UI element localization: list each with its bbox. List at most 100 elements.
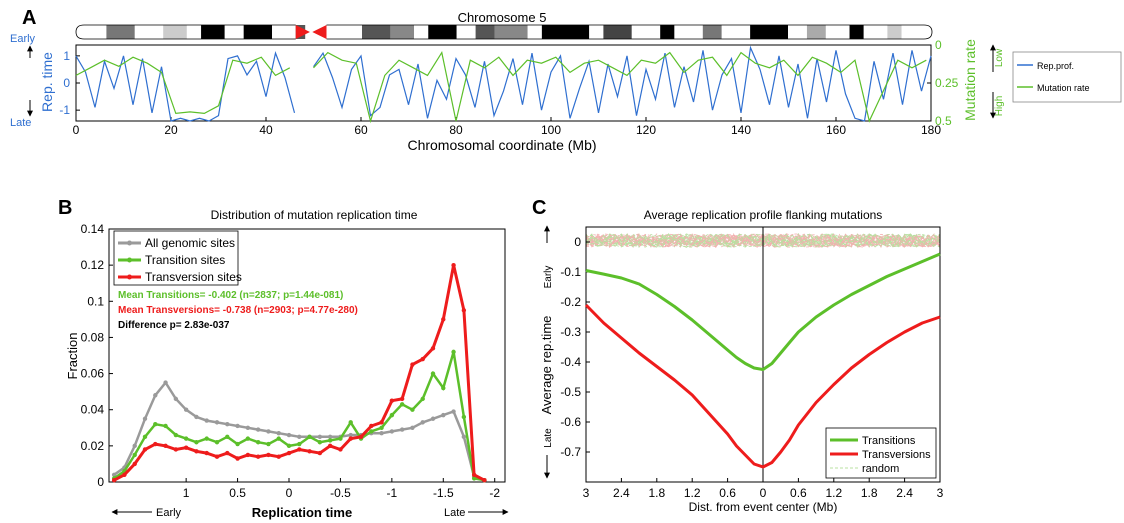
legend-marker-transition-sites [127,257,132,263]
point-transition-sites [235,441,240,447]
point-transversion-sites [132,461,137,467]
b-x-tick-label: -1 [387,486,398,500]
point-all-genomic-sites [327,434,333,440]
chromosome-band [527,25,542,39]
point-all-genomic-sites [235,423,240,429]
panel-b-xlabel: Replication time [252,505,352,520]
point-transition-sites [410,407,415,412]
panel-b-legend: All genomic sites Transition sites Transve… [113,230,242,286]
c-x-tick-label: 2.4 [613,486,630,500]
centromere-right [312,25,327,39]
y-tick-label--1: -1 [59,103,70,117]
point-transition-sites [451,349,456,355]
point-all-genomic-sites [276,431,281,436]
point-transition-sites [471,476,477,481]
point-transversion-sites [142,447,148,452]
point-all-genomic-sites [142,416,148,421]
b-x-tick-label: -2 [489,486,500,500]
c-x-tick-label: 3 [583,486,590,500]
point-all-genomic-sites [214,420,220,425]
point-transition-sites [255,440,261,445]
b-x-tick-label: 1 [183,486,190,500]
legend-box [1012,51,1122,103]
chromosome-band [887,25,902,39]
c-x-tick-label: 2.4 [896,486,913,500]
series-all-genomic-sites [111,380,487,483]
point-all-genomic-sites [255,427,261,432]
point-transition-sites [297,441,302,447]
point-transition-sites [132,452,137,458]
chromosome-band [243,25,273,39]
b-x-tick-label: 0 [286,486,293,500]
high-label: High [994,96,1005,117]
chromosome-band [390,25,415,39]
x-tick-label-160: 160 [826,123,846,137]
chromosome-band [825,25,850,39]
random-line [585,232,941,248]
point-transversion-sites [173,447,179,452]
panel-a: A Chromosome 5 Early Late Rep. time Muta… [10,7,1122,153]
point-all-genomic-sites [441,412,446,418]
c-x-tick-label: 0 [760,486,767,500]
c-y-tick-label: -0.1 [560,265,581,279]
b-x-tick-label: -0.5 [330,486,351,500]
point-all-genomic-sites [430,416,436,421]
y-tick-label-0: 0 [63,76,70,90]
point-all-genomic-sites [379,431,384,436]
series-mutation-rate-right [313,51,927,124]
panel-a-xlabel: Chromosomal coordinate (Mb) [407,137,596,153]
point-transition-sites [276,436,281,441]
point-transition-sites [461,414,467,420]
point-transition-sites [194,440,199,445]
chromosome-band [849,25,864,39]
early-label-left: Early [10,33,36,45]
x-tick-label-60: 60 [354,123,368,137]
panel-c: C Average replication profile flanking m… [532,197,944,514]
point-all-genomic-sites [245,425,251,430]
c-y-tick-label: -0.5 [560,385,581,399]
c-x-tick-label: 1.2 [825,486,842,500]
chromosome-band [674,25,703,39]
x-tick-label-140: 140 [731,123,751,137]
panel-a-legend: Rep.prof. Mutation rate [1012,51,1122,103]
point-transition-sites [183,436,189,441]
chromosome-band [414,25,429,39]
point-transition-sites [153,421,158,427]
legend-rep: Rep.prof. [1037,61,1074,71]
panel-c-title: Average replication profile flanking mut… [644,208,883,222]
point-transition-sites [389,412,395,418]
c-y-tick-label: -0.6 [560,415,581,429]
point-all-genomic-sites [225,421,230,427]
panel-c-plot: 3 2.4 1.8 1.2 0.6 0 0.6 1.2 1.8 2.4 3 0 -0.1 -0.2 -0.3… [560,226,944,500]
legend-label-all-genomic-sites: All genomic sites [145,236,235,250]
point-transversion-sites [410,362,415,367]
b-y-tick-label: 0 [97,475,104,489]
point-transversion-sites [183,445,189,450]
point-transversion-sites [461,308,467,313]
point-transition-sites [379,425,384,430]
point-transition-sites [420,396,425,402]
b-y-tick-label: 0.06 [81,367,105,381]
chromosome-band [901,25,930,39]
point-all-genomic-sites [173,396,179,402]
centromere-left [295,25,310,39]
b-x-tick-label: -1.5 [433,486,454,500]
point-all-genomic-sites [410,425,415,430]
legend-label-transitions: Transitions [862,435,916,447]
x-tick-label-100: 100 [541,123,561,137]
point-transversion-sites [286,450,292,456]
point-all-genomic-sites [348,432,353,438]
point-transversion-sites [204,450,209,456]
random-line [585,233,941,248]
point-transversion-sites [122,472,127,477]
point-transition-sites [173,432,179,438]
point-transversion-sites [255,454,261,459]
series-rep-prof-right [313,45,932,122]
point-transversion-sites [245,452,251,458]
late-label-b: Late [444,507,465,519]
point-transversion-sites [420,356,425,362]
point-transversion-sites [276,454,281,459]
chromosome-band [163,25,187,39]
chromosome-band [788,25,807,39]
series-mutation-rate-left [75,56,291,115]
